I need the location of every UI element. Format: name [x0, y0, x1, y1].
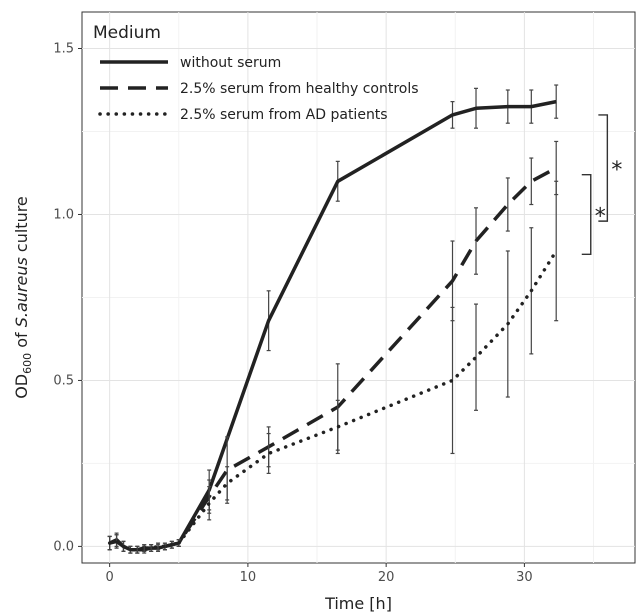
series-layer — [107, 84, 559, 554]
x-axis-title: Time [h] — [324, 594, 392, 613]
x-tick-label: 0 — [106, 570, 114, 585]
y-axis-title-of: of — [12, 327, 31, 353]
bracket-line — [581, 173, 592, 256]
significance-star: * — [611, 158, 622, 183]
significance-star: * — [595, 204, 606, 229]
bracket-line — [598, 114, 609, 222]
y-tick-label: 0.0 — [53, 539, 74, 554]
y-axis-title-organism: S.aureus — [12, 257, 31, 327]
y-tick-label: 1.5 — [53, 42, 74, 57]
y-axis-title: OD600 of S.aureus culture — [12, 196, 34, 399]
legend: Medium without serum 2.5% serum from healt… — [93, 23, 419, 123]
y-axis-title-main: OD — [12, 374, 31, 399]
legend-label: without serum — [180, 55, 281, 71]
series-dotted — [107, 180, 559, 554]
significance-annotations: ** — [581, 114, 622, 256]
significance-bracket: * — [598, 114, 622, 222]
y-axis-title-subscript: 600 — [21, 353, 34, 374]
series-line-dotted — [107, 249, 558, 552]
y-tick-label: 0.5 — [53, 373, 74, 388]
x-tick-label: 20 — [378, 570, 395, 585]
legend-label: 2.5% serum from healthy controls — [180, 81, 419, 97]
significance-bracket: * — [581, 173, 606, 256]
axes: 0 10 20 30 0.0 0.5 1.0 1.5 — [53, 42, 532, 585]
x-tick-label: 30 — [516, 570, 533, 585]
legend-title: Medium — [93, 23, 161, 43]
series-line-dashed — [109, 166, 558, 552]
y-tick-label: 1.0 — [53, 207, 74, 222]
y-axis-title-tail: culture — [12, 196, 31, 257]
x-tick-label: 10 — [240, 570, 257, 585]
legend-label: 2.5% serum from AD patients — [180, 107, 388, 123]
grid-lines — [82, 12, 635, 563]
